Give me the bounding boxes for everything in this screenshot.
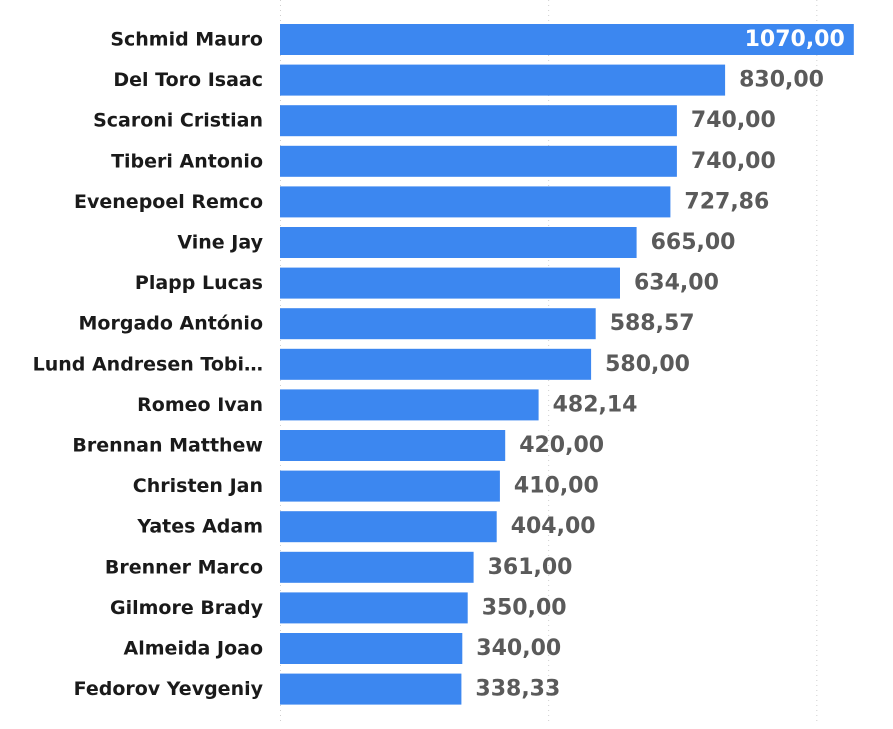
- bar-0: [280, 24, 854, 55]
- value-label-15: 340,00: [476, 636, 561, 661]
- category-labels: Schmid Mauro Del Toro Isaac Scaroni Cristi…: [33, 29, 264, 701]
- category-label-11: Christen Jan: [133, 475, 263, 497]
- bar-3: [280, 145, 677, 177]
- category-label-10: Brennan Matthew: [72, 435, 263, 457]
- category-label-2: Scaroni Cristian: [93, 110, 263, 132]
- bar-10: [280, 430, 506, 461]
- value-label-8: 580,00: [605, 352, 690, 377]
- bar-1: [280, 64, 726, 96]
- value-label-3: 740,00: [691, 149, 776, 174]
- bar-7: [280, 308, 596, 340]
- value-label-1: 830,00: [739, 68, 824, 93]
- bar-2: [280, 105, 677, 137]
- bars: [280, 24, 854, 705]
- category-label-13: Brenner Marco: [105, 556, 263, 578]
- value-label-6: 634,00: [634, 271, 719, 296]
- value-label-14: 350,00: [482, 595, 567, 620]
- category-label-6: Plapp Lucas: [135, 272, 263, 294]
- value-label-9: 482,14: [553, 392, 638, 417]
- bar-9: [280, 389, 539, 421]
- value-label-16: 338,33: [475, 677, 560, 702]
- bar-15: [280, 633, 463, 664]
- bar-13: [280, 551, 474, 583]
- value-label-2: 740,00: [691, 108, 776, 133]
- value-label-10: 420,00: [519, 433, 604, 458]
- value-label-4: 727,86: [684, 189, 769, 214]
- category-label-14: Gilmore Brady: [110, 597, 264, 619]
- value-label-7: 588,57: [610, 311, 695, 336]
- value-label-0: 1070,00: [745, 27, 845, 52]
- category-label-8: Lund Andresen Tobi…: [33, 353, 263, 375]
- bar-12: [280, 511, 497, 543]
- category-label-1: Del Toro Isaac: [113, 69, 263, 91]
- value-label-12: 404,00: [511, 514, 596, 539]
- category-label-0: Schmid Mauro: [110, 29, 263, 51]
- bar-4: [280, 186, 671, 218]
- bar-5: [280, 227, 637, 258]
- value-label-5: 665,00: [651, 230, 736, 255]
- category-label-3: Tiberi Antonio: [111, 150, 263, 172]
- value-label-11: 410,00: [514, 474, 599, 499]
- category-label-16: Fedorov Yevgeniy: [74, 678, 264, 700]
- category-label-4: Evenepoel Remco: [74, 191, 263, 213]
- bar-8: [280, 348, 592, 380]
- value-labels: 1070,00 830,00 740,00 740,00 727,86 665,00 634…: [475, 27, 844, 702]
- category-label-5: Vine Jay: [177, 232, 263, 254]
- bar-6: [280, 267, 620, 299]
- category-label-9: Romeo Ivan: [137, 394, 263, 416]
- category-label-15: Almeida Joao: [124, 638, 263, 660]
- bar-11: [280, 470, 500, 502]
- category-label-12: Yates Adam: [136, 516, 263, 538]
- bar-14: [280, 592, 468, 624]
- value-label-13: 361,00: [488, 555, 573, 580]
- category-label-7: Morgado António: [79, 313, 263, 335]
- bar-16: [280, 673, 462, 705]
